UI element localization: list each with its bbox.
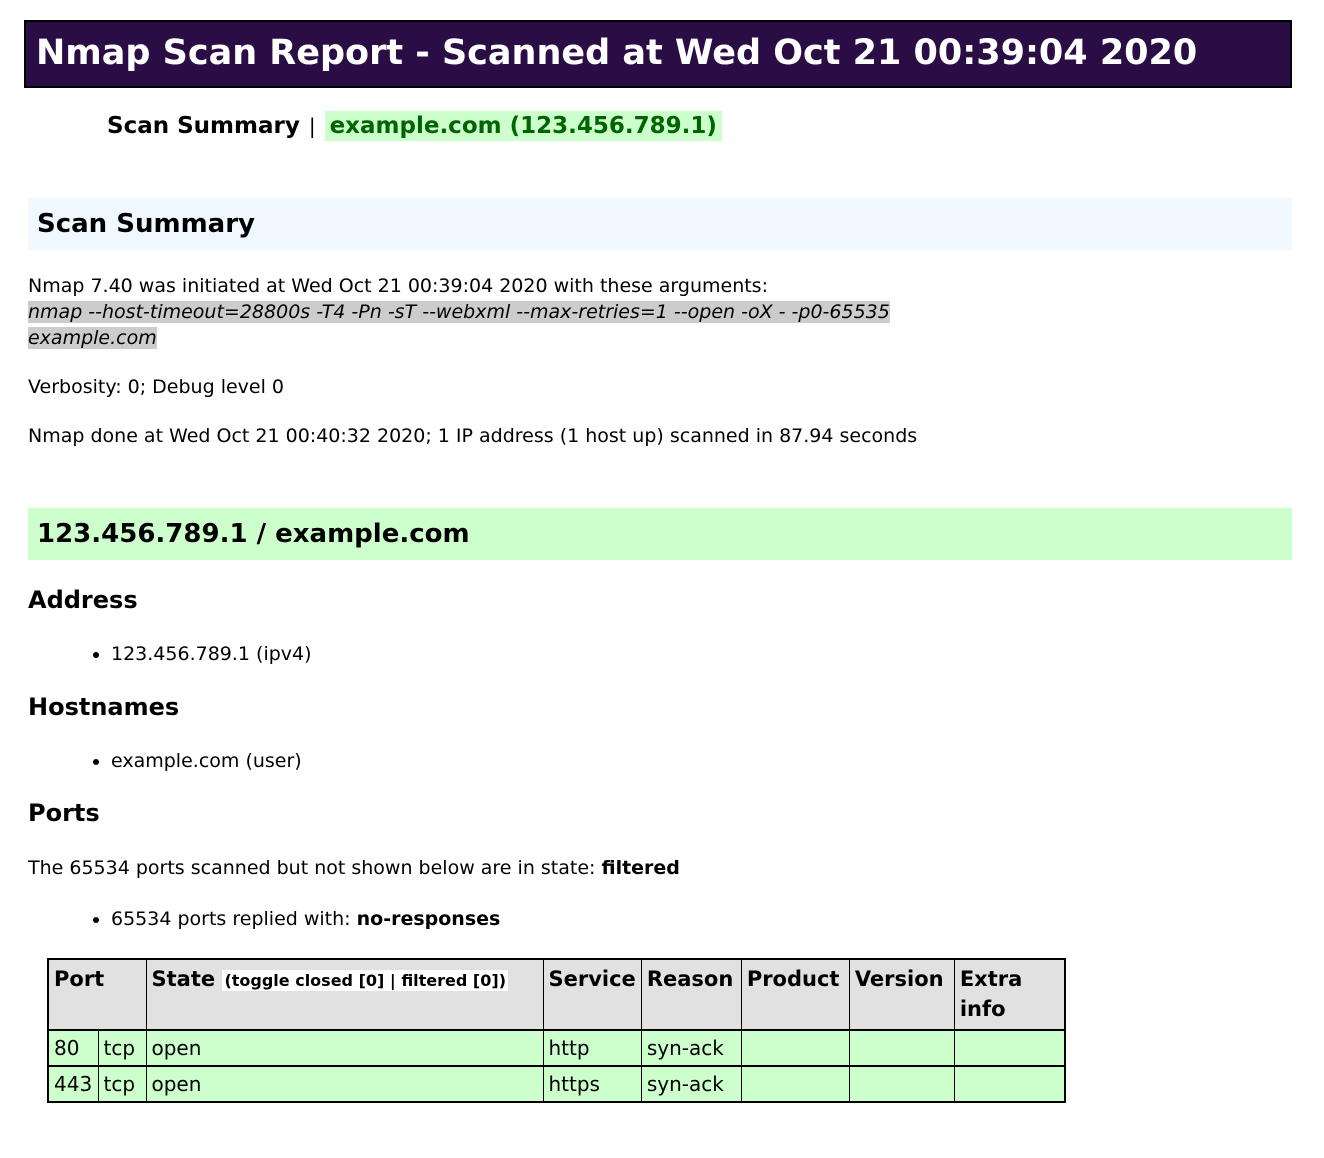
version-header: Version (848, 958, 955, 1031)
service-cell: http (542, 1028, 642, 1067)
nav-separator: | (308, 114, 316, 138)
port-header: Port (47, 958, 147, 1031)
toggle-closed-link[interactable]: closed [0] (295, 971, 385, 991)
ports-summary-prefix: The 65534 ports scanned but not shown be… (28, 857, 602, 880)
scan-done-text: Nmap done at Wed Oct 21 00:40:32 2020; 1… (28, 425, 918, 448)
state-header: State (toggle closed [0] | filtered [0]) (145, 958, 544, 1031)
scan-arguments: nmap --host-timeout=28800s -T4 -Pn -sT -… (28, 301, 890, 350)
nav-menu: Scan Summary | example.com (123.456.789.1) (107, 111, 1324, 141)
version-cell (848, 1028, 955, 1067)
reason-cell: syn-ack (640, 1064, 742, 1103)
scan-summary-body: Nmap 7.40 was initiated at Wed Oct 21 00… (28, 273, 963, 449)
toggle-filtered-link[interactable]: filtered [0] (401, 971, 499, 991)
hostnames-list: example.com (user) (28, 749, 1292, 774)
product-cell (740, 1064, 850, 1103)
address-item: 123.456.789.1 (ipv4) (111, 642, 1292, 667)
ports-heading: Ports (28, 799, 100, 828)
protocol-cell: tcp (97, 1064, 147, 1103)
verbosity-text: Verbosity: 0; Debug level 0 (28, 376, 284, 399)
hostnames-heading: Hostnames (28, 692, 180, 721)
table-row: 80 tcp open http syn-ack (47, 1028, 1066, 1067)
state-cell: open (145, 1064, 544, 1103)
version-cell (848, 1064, 955, 1103)
extra-info-cell (953, 1028, 1066, 1067)
product-header: Product (740, 958, 850, 1031)
product-cell (740, 1028, 850, 1067)
reason-header: Reason (640, 958, 742, 1031)
report-title: Nmap Scan Report - Scanned at Wed Oct 21… (24, 20, 1292, 88)
toggle-separator: | (384, 971, 402, 991)
ports-table-header-row: Port State (toggle closed [0] | filtered… (47, 958, 1066, 1031)
toggle-suffix: ) (498, 971, 506, 991)
ports-replied-value: no-responses (356, 908, 501, 931)
extra-info-header: Extra info (953, 958, 1066, 1031)
report-content: Scan Summary Nmap 7.40 was initiated at … (28, 198, 1292, 1103)
port-cell: 443 (47, 1064, 99, 1103)
service-header: Service (542, 958, 642, 1031)
scan-summary-heading: Scan Summary (28, 198, 1292, 250)
toggle-prefix: (toggle (224, 971, 296, 991)
service-cell: https (542, 1064, 642, 1103)
extra-info-cell (953, 1064, 1066, 1103)
ports-replied-prefix: 65534 ports replied with: (111, 908, 357, 931)
protocol-cell: tcp (97, 1028, 147, 1067)
ports-summary-text: The 65534 ports scanned but not shown be… (28, 855, 1292, 881)
scan-init-text: Nmap 7.40 was initiated at Wed Oct 21 00… (28, 275, 768, 297)
state-cell: open (145, 1028, 544, 1067)
hostname-item: example.com (user) (111, 749, 1292, 774)
scan-summary-link[interactable]: Scan Summary (107, 113, 300, 139)
scan-init-paragraph: Nmap 7.40 was initiated at Wed Oct 21 00… (28, 273, 963, 351)
ports-table: Port State (toggle closed [0] | filtered… (47, 958, 1067, 1103)
host-heading: 123.456.789.1 / example.com (28, 508, 1292, 561)
address-list: 123.456.789.1 (ipv4) (28, 642, 1292, 667)
ports-filtered-state: filtered (601, 857, 680, 880)
port-cell: 80 (47, 1028, 99, 1067)
state-header-label: State (151, 967, 216, 992)
table-row: 443 tcp open https syn-ack (47, 1064, 1066, 1103)
host-link[interactable]: example.com (123.456.789.1) (324, 111, 722, 141)
ports-replied-item: 65534 ports replied with: no-responses (111, 907, 1292, 932)
ports-replied-list: 65534 ports replied with: no-responses (28, 907, 1292, 932)
state-toggle-group: (toggle closed [0] | filtered [0]) (222, 970, 508, 992)
address-heading: Address (28, 586, 138, 615)
reason-cell: syn-ack (640, 1028, 742, 1067)
